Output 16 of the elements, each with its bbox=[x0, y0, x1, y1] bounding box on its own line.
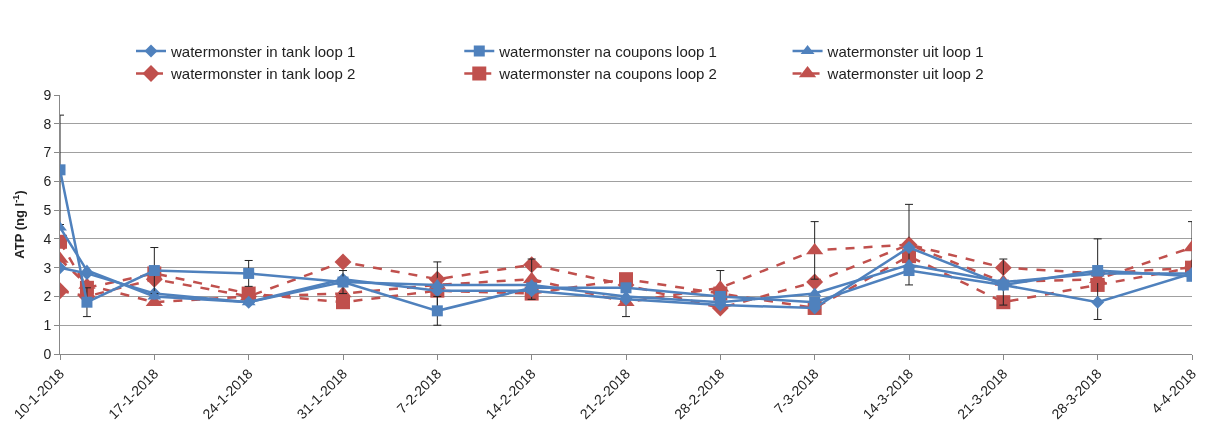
y-tick-label: 3 bbox=[43, 259, 52, 276]
y-tick-label: 8 bbox=[43, 115, 52, 132]
y-tick-label: 7 bbox=[43, 144, 52, 161]
legend-label: watermonster uit loop 1 bbox=[826, 42, 984, 60]
y-tick-label: 9 bbox=[43, 86, 52, 103]
legend-label: watermonster in tank loop 1 bbox=[170, 42, 356, 60]
legend-label: watermonster in tank loop 2 bbox=[170, 65, 356, 83]
legend-label: watermonster na coupons loop 2 bbox=[498, 65, 717, 83]
legend-label: watermonster uit loop 2 bbox=[826, 65, 984, 83]
y-tick-label: 5 bbox=[43, 202, 52, 219]
legend-label: watermonster na coupons loop 1 bbox=[498, 42, 717, 60]
y-tick-label: 6 bbox=[43, 173, 52, 190]
y-tick-label: 0 bbox=[43, 345, 52, 362]
y-tick-label: 1 bbox=[43, 317, 52, 334]
y-tick-label: 4 bbox=[43, 230, 52, 247]
y-tick-label: 2 bbox=[43, 288, 52, 305]
